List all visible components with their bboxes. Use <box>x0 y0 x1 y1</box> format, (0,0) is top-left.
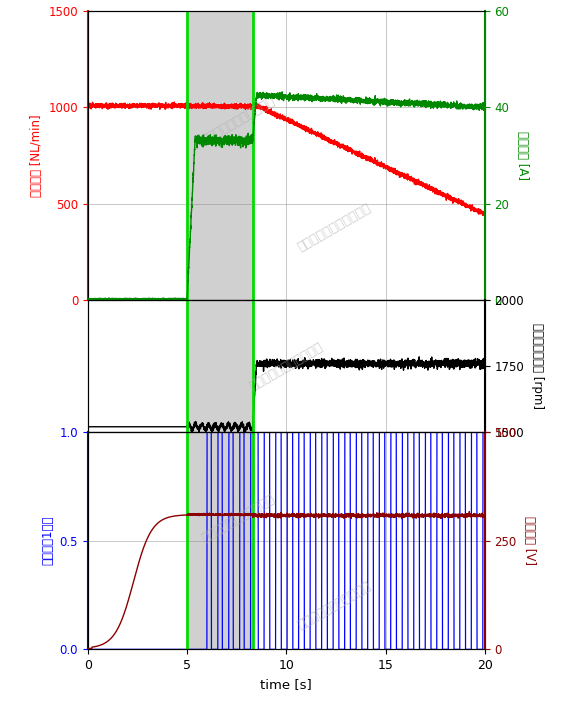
Text: 『燃料电池干货』公众号: 『燃料电池干货』公众号 <box>295 580 373 632</box>
Text: 『燃料电池干货』公众号: 『燃料电池干货』公众号 <box>200 493 278 545</box>
Y-axis label: 电堆电压 [V]: 电堆电压 [V] <box>523 516 536 565</box>
Y-axis label: 氢气循环泵转速 [rpm]: 氢气循环泵转速 [rpm] <box>531 323 544 409</box>
Text: 『燃料电池干货』公众号: 『燃料电池干货』公众号 <box>295 201 373 254</box>
Bar <box>187 11 253 300</box>
Bar <box>187 300 253 432</box>
Y-axis label: 氢喷射器1需求: 氢喷射器1需求 <box>41 516 54 565</box>
Y-axis label: 空气流量 [NL/min]: 空气流量 [NL/min] <box>30 114 43 197</box>
Y-axis label: 电堆电流 [A]: 电堆电流 [A] <box>516 131 529 180</box>
X-axis label: time [s]: time [s] <box>260 677 312 691</box>
Text: 『燃料电池干货』公众号: 『燃料电池干货』公众号 <box>247 340 325 392</box>
Text: 『燃料电池干货』公众号: 『燃料电池干货』公众号 <box>200 94 278 147</box>
Bar <box>187 432 253 649</box>
